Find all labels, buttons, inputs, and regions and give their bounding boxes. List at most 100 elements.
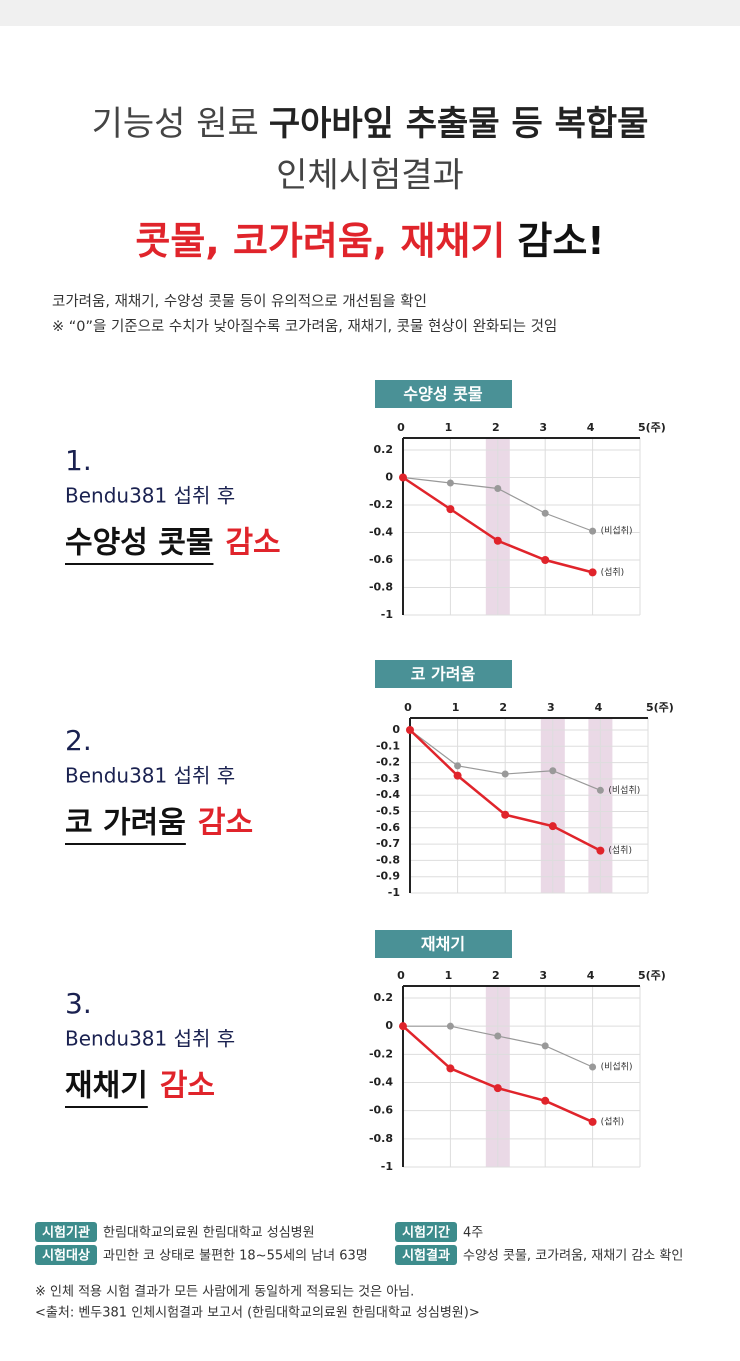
chart-title-box xyxy=(375,930,512,958)
info-tag-box xyxy=(35,1245,97,1265)
y-tick-label: -0.8 xyxy=(369,1132,393,1145)
info-text: 4주 xyxy=(463,1226,483,1241)
note: ※ “0”을 기준으로 수치가 낮아질수록 코가려움, 재채기, 콧물 현상이 … xyxy=(52,318,557,335)
data-point xyxy=(501,770,509,778)
footer-note: ※ 인체 적용 시험 결과가 모든 사람에게 동일하게 적용되는 것은 아님. xyxy=(35,1285,414,1300)
x-tick-label: 1 xyxy=(452,701,460,714)
data-point xyxy=(446,1064,455,1073)
info-tag: 시험기간 xyxy=(402,1225,450,1241)
x-tick-label: 2 xyxy=(492,421,500,434)
y-tick-label: -0.9 xyxy=(376,870,400,883)
y-tick-label: -0.8 xyxy=(376,853,400,866)
data-point xyxy=(494,485,502,492)
data-point xyxy=(589,1063,597,1071)
chart-title: 수양성 콧물 xyxy=(403,385,482,404)
headline-red: 콧물, 코가려움, 재채기 xyxy=(135,219,505,263)
data-point xyxy=(453,771,462,780)
series-label: (비섭취) xyxy=(601,526,633,537)
y-tick-label: -0.6 xyxy=(369,1104,393,1117)
y-tick-label: -0.6 xyxy=(369,553,393,566)
y-tick-label: -0.2 xyxy=(369,498,393,511)
info-tag-box xyxy=(395,1222,457,1242)
data-point xyxy=(446,505,455,514)
y-tick-label: 0.2 xyxy=(374,991,394,1004)
info-text: 한림대학교의료원 한림대학교 성심병원 xyxy=(103,1226,315,1241)
x-tick-label: 5(주) xyxy=(638,421,666,434)
y-tick-label: -0.1 xyxy=(376,739,400,752)
series-label: (섭취) xyxy=(608,845,632,856)
top-bar xyxy=(0,0,740,26)
y-tick-label: -0.6 xyxy=(376,821,400,834)
x-tick-label: 3 xyxy=(539,969,547,982)
y-tick-label: -1 xyxy=(381,1160,393,1173)
y-tick-label: -0.3 xyxy=(376,772,400,785)
section-number: 1. xyxy=(65,444,92,477)
data-point xyxy=(588,568,597,577)
footer-note: <출처: 벤두381 인체시험결과 보고서 (한림대학교의료원 한림대학교 성심… xyxy=(35,1306,480,1321)
y-tick-label: 0.2 xyxy=(374,443,394,456)
x-tick-label: 5(주) xyxy=(638,969,666,982)
data-point xyxy=(493,1084,502,1093)
y-tick-label: -0.5 xyxy=(376,805,400,818)
y-tick-label: -0.2 xyxy=(369,1047,393,1060)
section-heading-red: 감소 xyxy=(198,806,253,841)
data-point xyxy=(399,473,407,482)
x-tick-label: 0 xyxy=(404,701,412,714)
info-tag: 시험대상 xyxy=(42,1248,90,1264)
x-tick-label: 4 xyxy=(587,969,595,982)
headline-black: 감소! xyxy=(517,219,604,263)
info-tag-box xyxy=(395,1245,457,1265)
data-point xyxy=(501,810,510,819)
x-tick-label: 5(주) xyxy=(646,701,674,714)
x-tick-label: 1 xyxy=(445,969,453,982)
x-tick-label: 0 xyxy=(397,421,405,434)
x-tick-label: 3 xyxy=(539,421,547,434)
data-point xyxy=(596,846,605,855)
x-tick-label: 4 xyxy=(587,421,595,434)
data-point xyxy=(541,509,549,517)
data-point xyxy=(446,1022,454,1030)
x-tick-label: 2 xyxy=(499,701,507,714)
y-tick-label: -0.8 xyxy=(369,581,393,594)
chart-title-box xyxy=(375,380,512,408)
y-tick-label: -1 xyxy=(381,608,393,621)
y-tick-label: -0.4 xyxy=(369,1076,393,1089)
y-tick-label: -0.7 xyxy=(376,837,400,850)
y-tick-label: -1 xyxy=(388,886,400,899)
chart-title-box xyxy=(375,660,512,688)
info-text: 수양성 콧물, 코가려움, 재채기 감소 확인 xyxy=(463,1249,683,1264)
chart-title: 코 가려움 xyxy=(411,665,476,684)
data-point xyxy=(406,726,414,734)
data-point xyxy=(596,786,604,794)
data-point xyxy=(446,479,454,487)
info-tag: 시험기관 xyxy=(42,1225,90,1241)
info-tag-box xyxy=(35,1222,97,1242)
header-bold: 구아바잎 추출물 등 복합물 xyxy=(269,104,649,144)
data-point xyxy=(548,822,557,831)
series-label: (비섭취) xyxy=(601,1062,633,1073)
section-number: 2. xyxy=(65,724,92,757)
x-tick-label: 1 xyxy=(445,421,453,434)
data-point xyxy=(493,536,502,545)
series-label: (섭취) xyxy=(601,1116,625,1127)
section-heading: 재채기 xyxy=(65,1069,148,1104)
series-label: (섭취) xyxy=(601,567,625,578)
chart-title: 재채기 xyxy=(421,935,465,954)
x-tick-label: 3 xyxy=(547,701,555,714)
y-tick-label: 0 xyxy=(392,723,400,736)
y-tick-label: -0.2 xyxy=(376,756,400,769)
data-point xyxy=(541,556,550,564)
x-tick-label: 2 xyxy=(492,969,500,982)
data-point xyxy=(399,1022,407,1031)
header-normal: 기능성 원료 xyxy=(92,104,259,144)
section-heading-red: 감소 xyxy=(225,526,280,561)
y-tick-label: -0.4 xyxy=(369,526,393,539)
data-point xyxy=(541,1096,550,1105)
section-subtitle: Bendu381 섭취 후 xyxy=(65,764,235,788)
info-tag: 시험결과 xyxy=(402,1248,450,1264)
note: 코가려움, 재채기, 수양성 콧물 등이 유의적으로 개선됨을 확인 xyxy=(52,293,427,310)
series-label: (비섭취) xyxy=(608,785,640,796)
header-line1: 기능성 원료 구아바잎 추출물 등 복합물 xyxy=(92,104,649,144)
section-subtitle: Bendu381 섭취 후 xyxy=(65,484,235,508)
